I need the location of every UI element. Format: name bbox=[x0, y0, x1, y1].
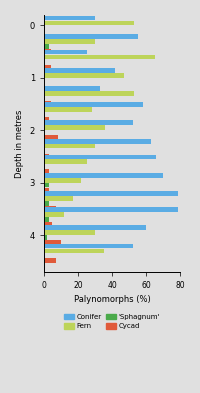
Bar bbox=[44, 102, 143, 107]
Bar bbox=[44, 50, 87, 55]
Bar bbox=[44, 44, 49, 49]
Bar bbox=[44, 64, 51, 69]
Bar bbox=[44, 154, 156, 159]
Bar bbox=[44, 34, 138, 39]
Y-axis label: Depth in metres: Depth in metres bbox=[15, 109, 24, 178]
Bar bbox=[44, 121, 133, 125]
Bar bbox=[44, 101, 51, 106]
Bar bbox=[44, 55, 155, 59]
Bar bbox=[44, 191, 178, 196]
Bar bbox=[44, 188, 49, 193]
Bar bbox=[44, 68, 115, 73]
Bar bbox=[44, 222, 52, 226]
Bar bbox=[44, 259, 56, 263]
Bar bbox=[44, 217, 49, 222]
Bar bbox=[44, 125, 105, 130]
Bar bbox=[44, 16, 95, 20]
Bar bbox=[44, 39, 95, 44]
Bar bbox=[44, 235, 47, 240]
Bar bbox=[44, 240, 61, 245]
Bar bbox=[44, 225, 146, 230]
Bar bbox=[44, 144, 95, 149]
Bar bbox=[44, 73, 124, 78]
Bar bbox=[44, 212, 64, 217]
Bar bbox=[44, 206, 56, 211]
Bar bbox=[44, 248, 104, 253]
Bar bbox=[44, 139, 151, 143]
Bar bbox=[44, 160, 87, 164]
Bar bbox=[44, 244, 133, 248]
Bar bbox=[44, 117, 49, 122]
Bar bbox=[44, 207, 178, 211]
Bar bbox=[44, 49, 51, 53]
Bar bbox=[44, 230, 95, 235]
Bar bbox=[44, 154, 49, 158]
Bar bbox=[44, 86, 100, 91]
Bar bbox=[44, 173, 163, 178]
Bar bbox=[44, 169, 49, 174]
Bar bbox=[44, 196, 73, 201]
Bar bbox=[44, 107, 92, 112]
Bar bbox=[44, 21, 134, 26]
Bar bbox=[44, 135, 58, 140]
Bar bbox=[44, 183, 49, 187]
Bar bbox=[44, 91, 134, 96]
X-axis label: Palynomorphs (%): Palynomorphs (%) bbox=[74, 295, 150, 304]
Bar bbox=[44, 178, 81, 182]
Legend: Conifer, Fern, 'Sphagnum', Cycad: Conifer, Fern, 'Sphagnum', Cycad bbox=[61, 311, 163, 332]
Bar bbox=[44, 201, 49, 206]
